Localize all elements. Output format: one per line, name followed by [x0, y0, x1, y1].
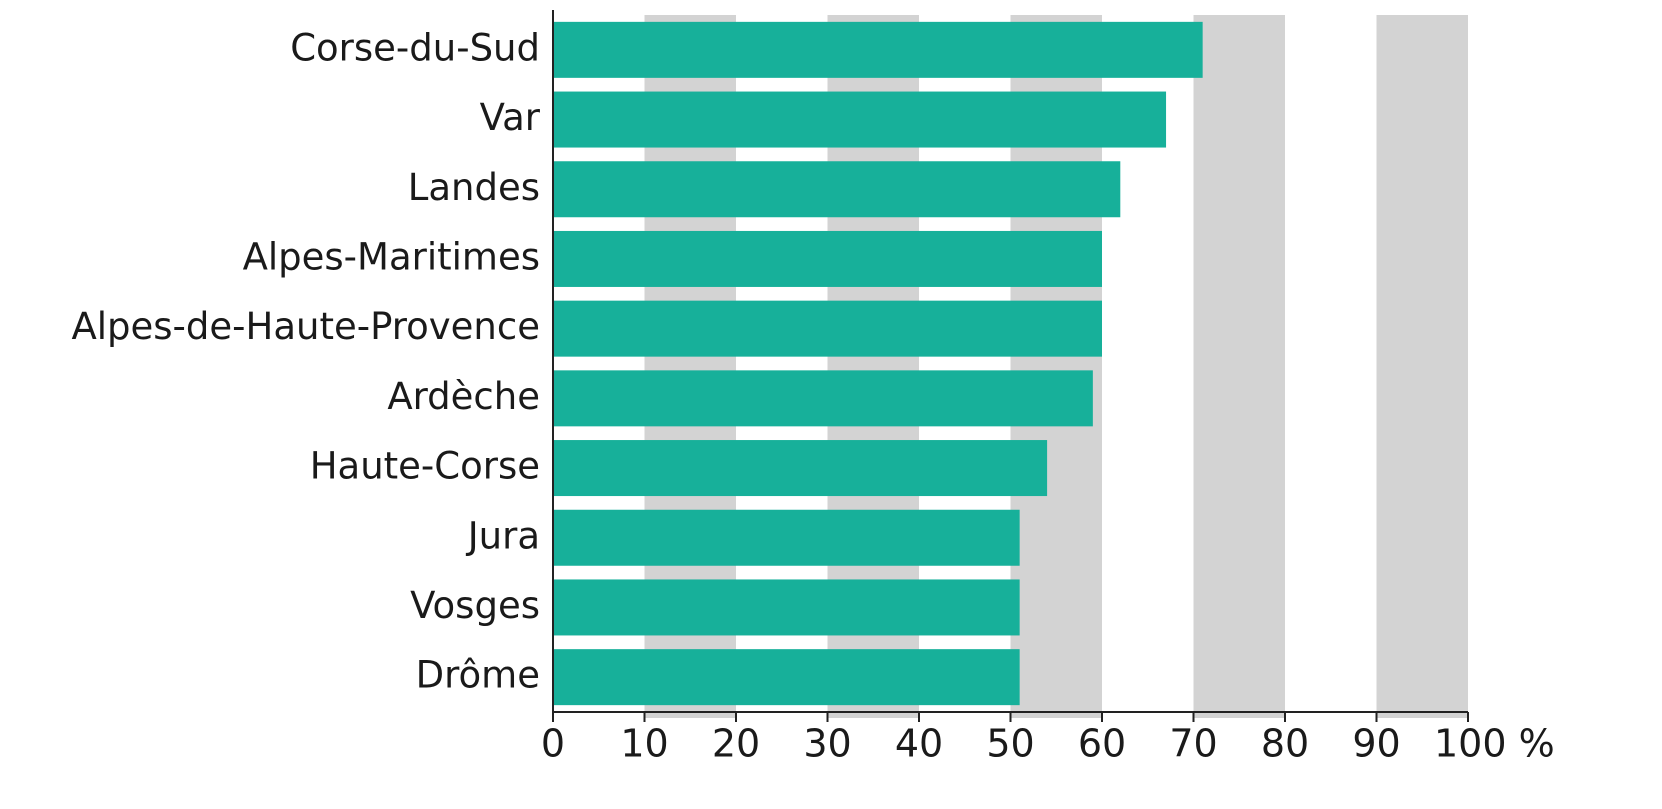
category-label: Alpes-Maritimes [243, 235, 540, 278]
bar [553, 509, 1020, 566]
category-label: Corse-du-Sud [290, 26, 540, 69]
x-tick-label: 80 [1261, 722, 1309, 766]
band [1376, 15, 1468, 718]
bar [553, 21, 1203, 78]
bar [553, 649, 1020, 706]
bar [553, 370, 1093, 427]
category-label: Jura [466, 514, 540, 557]
band [1193, 15, 1285, 718]
category-label: Ardèche [387, 375, 540, 418]
bar [553, 440, 1048, 497]
x-tick-label: 20 [712, 722, 760, 766]
category-label: Alpes-de-Haute-Provence [71, 305, 540, 348]
x-tick-label: 10 [620, 722, 668, 766]
category-label: Var [480, 96, 541, 139]
x-tick-label: 30 [803, 722, 851, 766]
x-tick-label: 70 [1169, 722, 1217, 766]
x-tick-label: 90 [1352, 722, 1400, 766]
x-tick-label: 100 % [1434, 722, 1555, 766]
bar [553, 579, 1020, 636]
category-label: Haute-Corse [310, 445, 540, 488]
bar [553, 300, 1102, 357]
x-tick-label: 50 [986, 722, 1034, 766]
x-tick-label: 60 [1078, 722, 1126, 766]
category-label: Landes [408, 166, 540, 209]
category-label: Vosges [410, 584, 540, 627]
bar [553, 230, 1102, 287]
bar [553, 161, 1121, 218]
x-tick-label: 0 [541, 722, 565, 766]
bar [553, 91, 1167, 148]
x-tick-label: 40 [895, 722, 943, 766]
category-label: Drôme [416, 654, 540, 697]
